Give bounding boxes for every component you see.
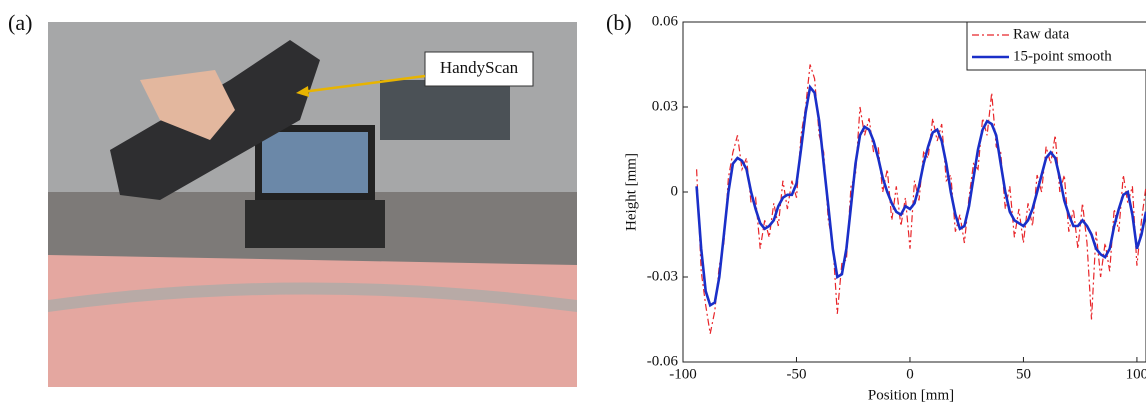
y-axis-label: Height [mm] bbox=[623, 153, 639, 231]
data-line bbox=[695, 84, 1146, 308]
rail-bed bbox=[48, 255, 577, 387]
arrow-head bbox=[296, 86, 309, 97]
panel-label: (b) bbox=[606, 10, 632, 35]
plot-frame bbox=[682, 21, 1146, 363]
bin bbox=[380, 80, 510, 140]
legend-box bbox=[966, 21, 1146, 71]
panel-label: (a) bbox=[8, 10, 32, 35]
x-axis-label: Position [mm] bbox=[868, 387, 954, 403]
x-tick-label: 0 bbox=[906, 366, 914, 382]
legend-label: Raw data bbox=[1013, 26, 1070, 42]
screen bbox=[262, 132, 368, 193]
annotation: HandyScan bbox=[440, 58, 519, 77]
y-tick-label: -0.06 bbox=[647, 353, 679, 369]
annotation-box bbox=[424, 51, 534, 87]
x-tick-label: 100 bbox=[1126, 366, 1146, 382]
x-tick-label: -100 bbox=[669, 366, 697, 382]
rail bbox=[48, 282, 577, 312]
arrow-line bbox=[301, 74, 426, 94]
y-tick-label: 0 bbox=[671, 183, 679, 199]
hand bbox=[140, 70, 235, 140]
legend-label: 15-point smooth bbox=[1013, 48, 1112, 64]
y-tick-label: 0.06 bbox=[652, 13, 679, 29]
x-tick-label: -50 bbox=[786, 366, 806, 382]
x-tick-label: 50 bbox=[1016, 366, 1031, 382]
y-tick-label: 0.03 bbox=[652, 98, 678, 114]
y-tick-label: -0.03 bbox=[647, 268, 678, 284]
laptop-base bbox=[245, 200, 385, 248]
